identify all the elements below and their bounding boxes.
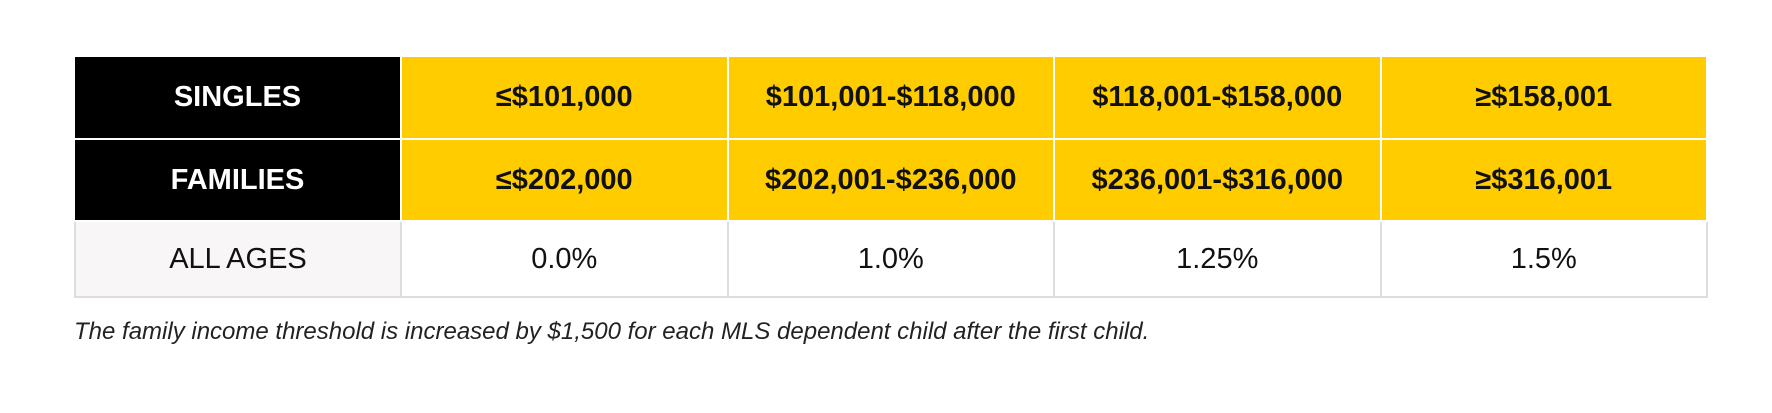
singles-threshold-tier-4: ≥$158,001: [1379, 57, 1708, 140]
families-row: FAMILIES ≤$202,000 $202,001-$236,000 $23…: [75, 138, 1708, 222]
row-header-families: FAMILIES: [75, 138, 402, 222]
families-threshold-tier-4: ≥$316,001: [1379, 138, 1708, 222]
surcharge-rate-tier-2: 1.0%: [726, 220, 1055, 298]
surcharge-rate-tier-4: 1.5%: [1379, 220, 1708, 298]
singles-threshold-tier-2: $101,001-$118,000: [726, 57, 1055, 140]
families-threshold-tier-3: $236,001-$316,000: [1053, 138, 1382, 222]
footnote-text: The family income threshold is increased…: [74, 318, 1150, 345]
families-threshold-tier-1: ≤$202,000: [400, 138, 729, 222]
singles-threshold-tier-3: $118,001-$158,000: [1053, 57, 1382, 140]
singles-threshold-tier-1: ≤$101,000: [400, 57, 729, 140]
all-ages-row: ALL AGES 0.0% 1.0% 1.25% 1.5%: [74, 220, 1708, 298]
mls-threshold-table: SINGLES ≤$101,000 $101,001-$118,000 $118…: [74, 57, 1708, 298]
families-threshold-tier-2: $202,001-$236,000: [726, 138, 1055, 222]
surcharge-rate-tier-1: 0.0%: [400, 220, 729, 298]
singles-row: SINGLES ≤$101,000 $101,001-$118,000 $118…: [75, 57, 1708, 140]
row-header-singles: SINGLES: [75, 57, 402, 140]
row-header-all-ages: ALL AGES: [74, 220, 402, 298]
surcharge-rate-tier-3: 1.25%: [1053, 220, 1382, 298]
